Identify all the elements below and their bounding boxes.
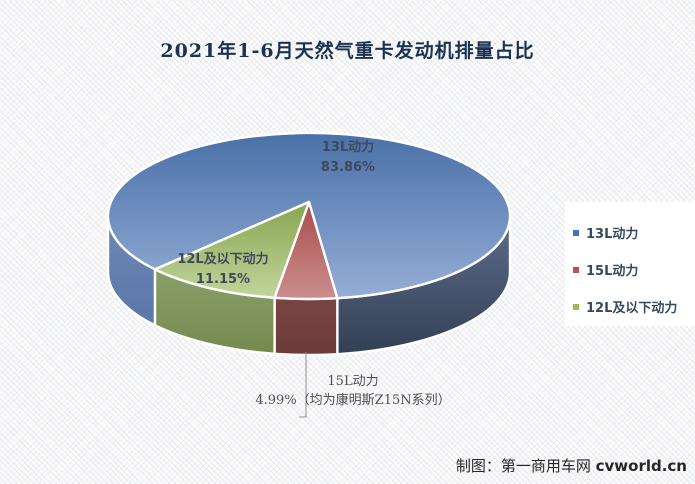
- chart-title: 2021年1-6月天然气重卡发动机排量占比: [160, 40, 535, 62]
- legend-marker-15l-icon: [573, 266, 579, 273]
- slice-label-13l-pct: 83.86%: [320, 160, 376, 175]
- credit-line: 制图：第一商用车网 cvworld.cn: [456, 455, 687, 476]
- credit-site: cvworld.cn: [595, 457, 687, 475]
- legend-item-12l: 12L及以下动力: [571, 288, 695, 325]
- slice-label-12l-pct: 11.15%: [195, 272, 251, 287]
- slice-annotation-15l-name: 15L动力: [327, 374, 379, 389]
- slice-label-12l-name: 12L及以下动力: [177, 252, 269, 267]
- legend: 13L动力 15L动力 12L及以下动力: [565, 202, 695, 326]
- legend-label-13l: 13L动力: [586, 227, 639, 242]
- legend-marker-13l-icon: [573, 229, 579, 236]
- slice-label-13l: 13L动力 83.86%: [321, 138, 375, 178]
- legend-marker-12l-icon: [573, 303, 579, 310]
- pie-slice-12l: [153, 200, 311, 299]
- slice-annotation-15l: 15L动力 4.99%（均为康明斯Z15N系列）: [255, 372, 450, 410]
- slice-label-13l-name: 13L动力: [321, 140, 375, 155]
- credit-prefix: 制图：第一商用车网: [455, 457, 596, 475]
- pie-slice-13l: [106, 131, 512, 300]
- legend-label-12l: 12L及以下动力: [586, 301, 678, 316]
- pie-side-15l: [273, 296, 339, 357]
- slice-annotation-15l-detail: 4.99%（均为康明斯Z15N系列）: [255, 393, 451, 408]
- legend-item-13l: 13L动力: [571, 214, 695, 251]
- leader-line-15l: [299, 352, 307, 418]
- legend-item-15l: 15L动力: [571, 251, 695, 288]
- legend-label-15l: 15L动力: [586, 264, 639, 279]
- slice-label-12l: 12L及以下动力 11.15%: [177, 250, 268, 290]
